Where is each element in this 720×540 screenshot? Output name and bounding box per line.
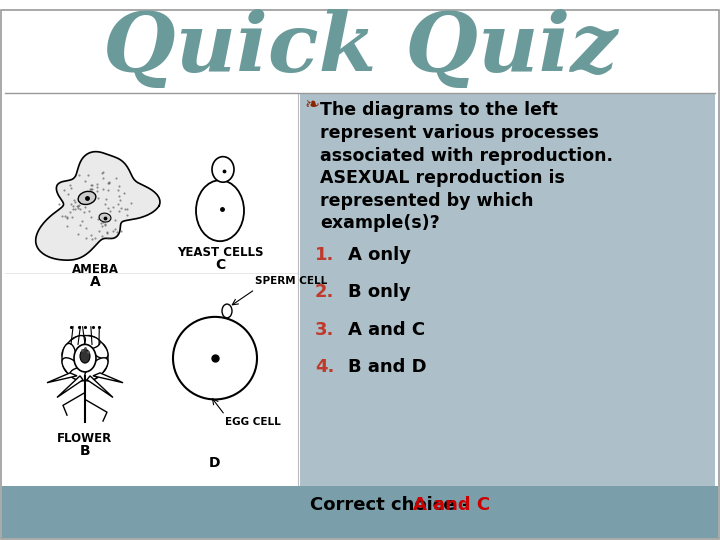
Ellipse shape [74,345,96,372]
FancyBboxPatch shape [2,486,718,538]
Text: D: D [210,456,221,470]
Text: represented by which: represented by which [320,192,534,210]
Text: B: B [80,444,90,458]
Circle shape [173,317,257,400]
Text: example(s)?: example(s)? [320,214,440,233]
Text: B and D: B and D [348,358,427,376]
Text: A and C: A and C [413,496,490,514]
FancyBboxPatch shape [1,10,719,539]
Text: ASEXUAL reproduction is: ASEXUAL reproduction is [320,169,565,187]
Text: FLOWER: FLOWER [58,432,112,445]
Ellipse shape [212,157,234,182]
Text: 2.: 2. [315,284,334,301]
Text: 1.: 1. [315,246,334,264]
FancyBboxPatch shape [300,93,715,486]
Text: Correct choice -: Correct choice - [310,496,482,514]
Ellipse shape [62,358,86,381]
Text: ❧: ❧ [305,96,320,113]
Text: YEAST CELLS: YEAST CELLS [176,246,264,259]
Ellipse shape [78,191,96,205]
Polygon shape [57,376,83,397]
Ellipse shape [85,358,108,381]
Text: C: C [215,258,225,272]
Polygon shape [93,373,123,383]
Text: AMEBA: AMEBA [71,263,119,276]
Ellipse shape [196,180,244,241]
Text: 3.: 3. [315,321,334,339]
Polygon shape [36,152,160,260]
Text: B only: B only [348,284,410,301]
Ellipse shape [70,335,100,349]
Ellipse shape [70,367,100,381]
Ellipse shape [94,343,108,373]
Ellipse shape [222,304,232,318]
Ellipse shape [80,349,90,363]
Text: A only: A only [348,246,411,264]
Ellipse shape [85,335,108,359]
Text: The diagrams to the left: The diagrams to the left [320,102,558,119]
Text: A: A [89,275,100,288]
Text: EGG CELL: EGG CELL [225,417,281,427]
Polygon shape [87,376,113,397]
Ellipse shape [62,343,76,373]
Text: associated with reproduction.: associated with reproduction. [320,147,613,165]
Text: 4.: 4. [315,358,334,376]
Ellipse shape [99,213,111,222]
Text: represent various processes: represent various processes [320,124,599,142]
Text: Quick Quiz: Quick Quiz [103,9,617,89]
Text: A and C: A and C [348,321,425,339]
Text: SPERM CELL: SPERM CELL [255,276,328,286]
Polygon shape [47,373,77,383]
Ellipse shape [62,335,86,359]
